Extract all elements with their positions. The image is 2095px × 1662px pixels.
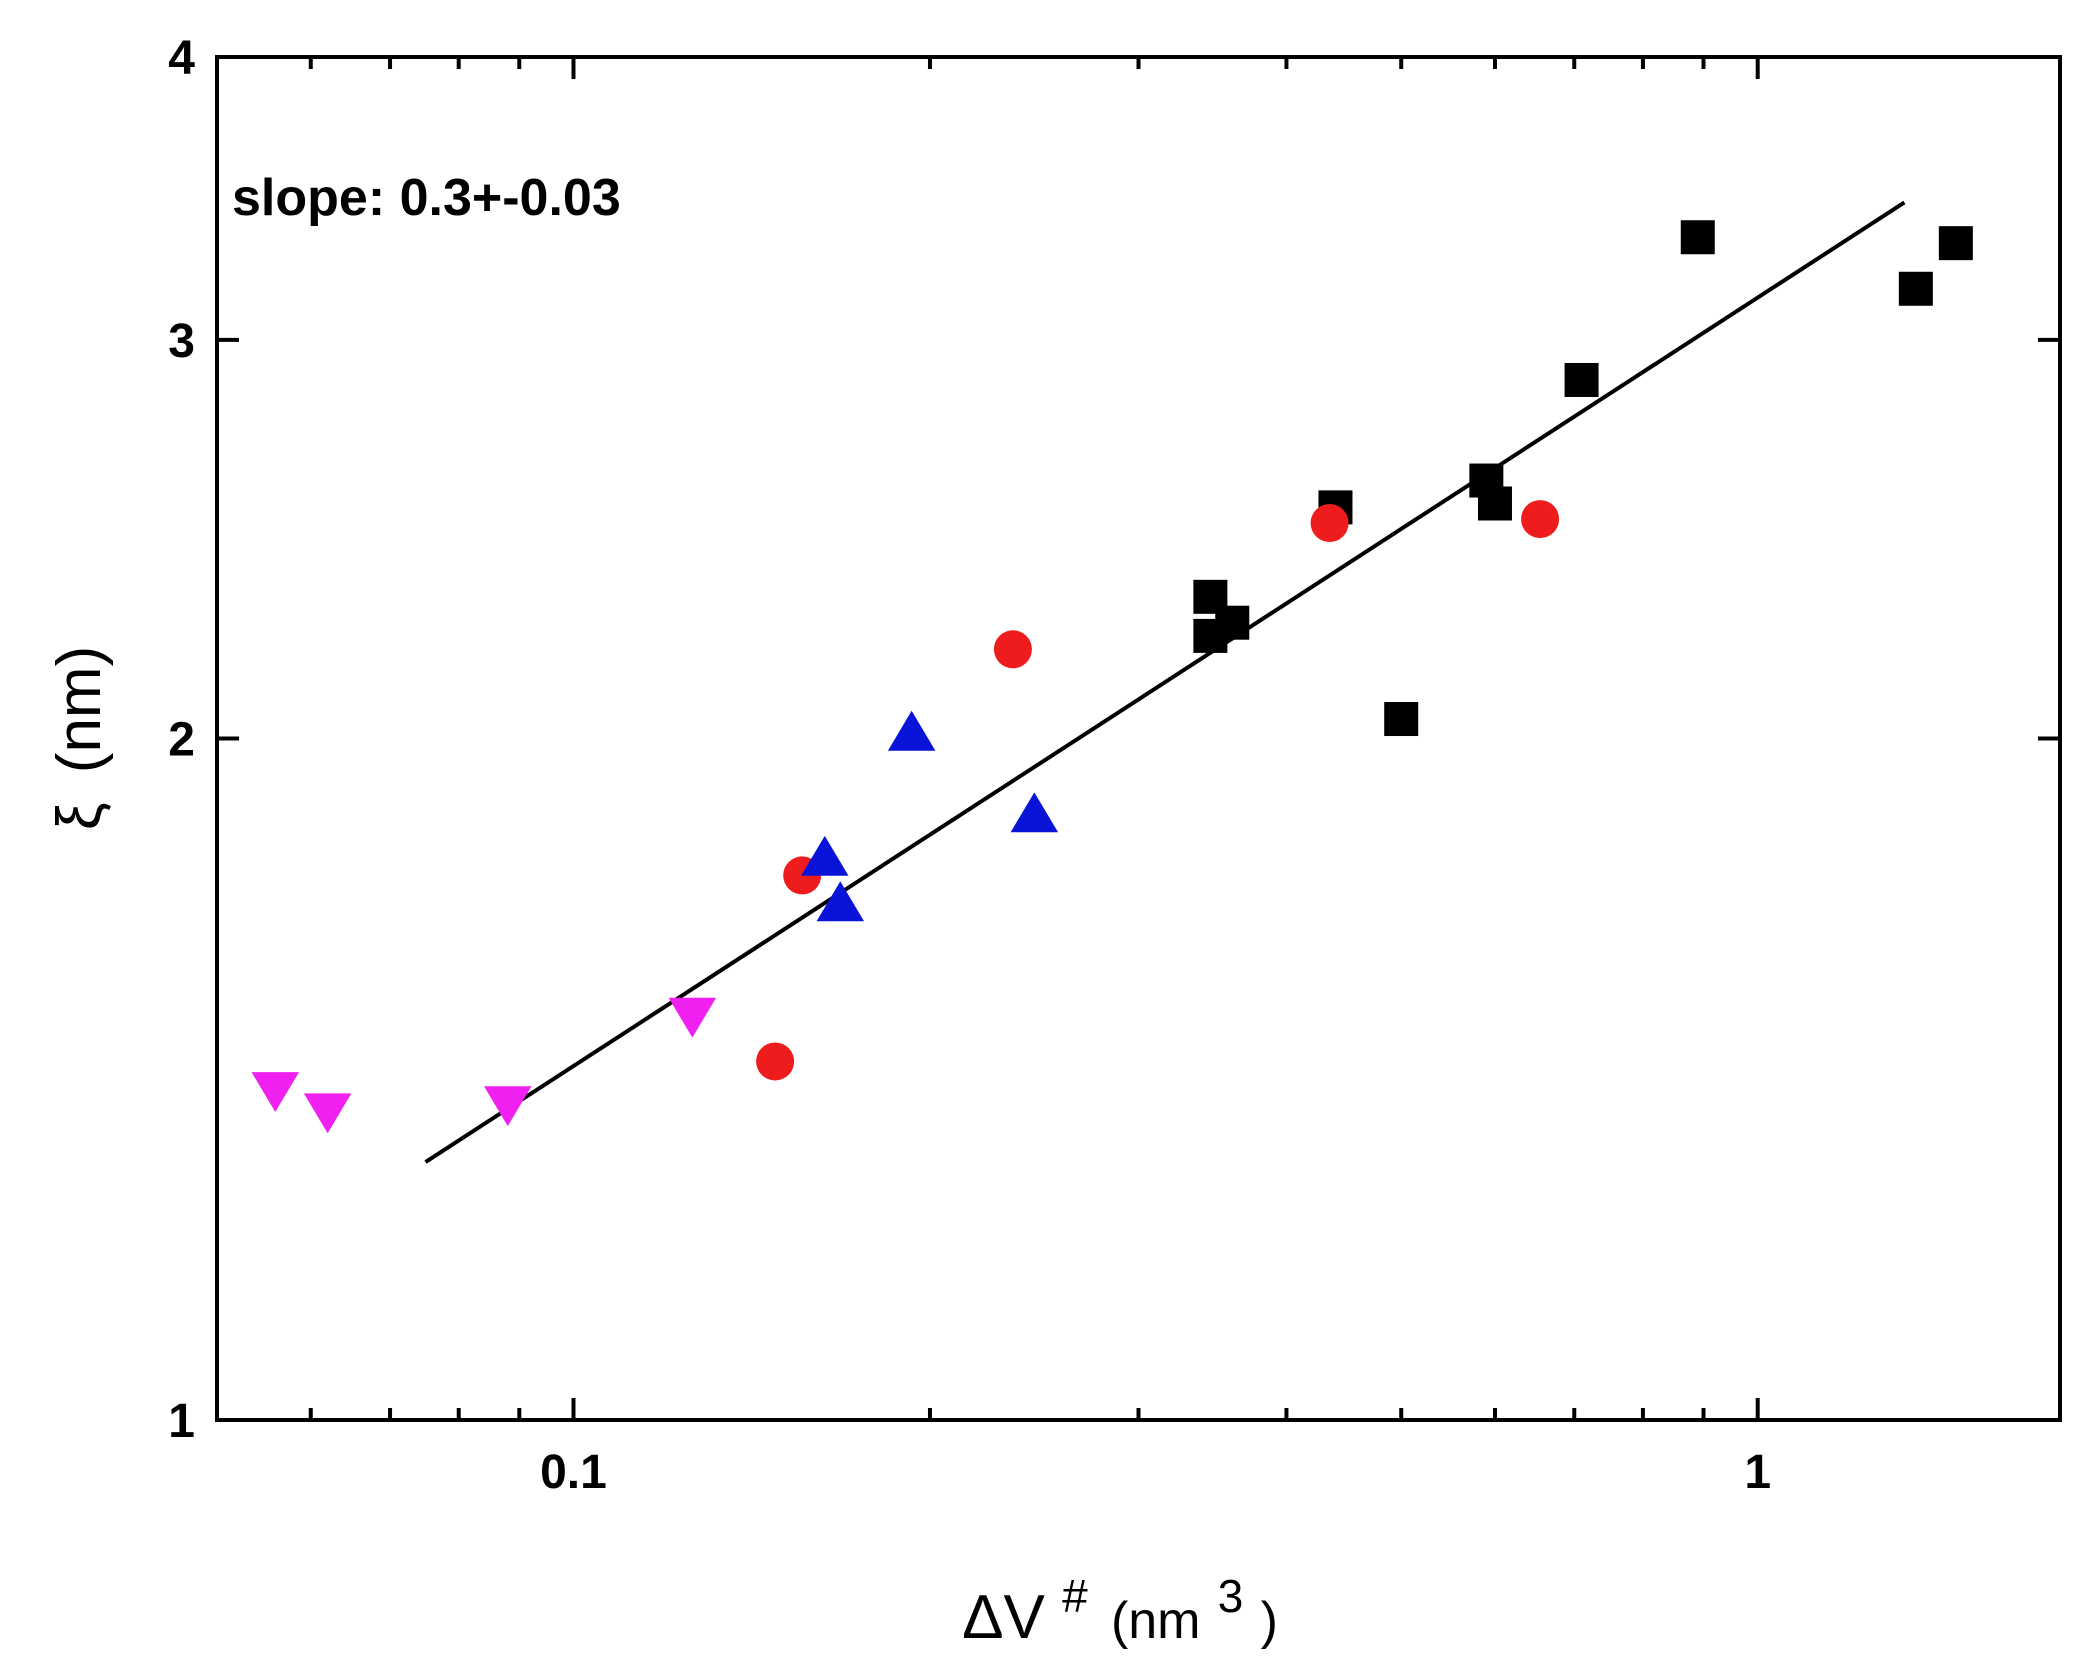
circle-point (756, 1042, 795, 1081)
series-triangle-down (251, 997, 717, 1134)
axis-tick-labels: 0.1 1 1 2 3 4 (168, 32, 1771, 1499)
y-axis-title: ξ (nm) (45, 646, 114, 830)
square-point (1477, 486, 1512, 521)
triangle-down-point (251, 1072, 300, 1112)
circle-point (1310, 504, 1349, 543)
series-triangle-up (801, 710, 1059, 922)
circle-point (1521, 500, 1560, 539)
axis-ticks (215, 55, 2060, 1422)
triangle-up-point (816, 881, 865, 922)
slope-annotation: slope: 0.3+-0.03 (232, 169, 621, 227)
square-point (1680, 220, 1715, 255)
triangle-down-point (303, 1093, 352, 1134)
y-tick-label: 2 (168, 714, 195, 767)
y-axis-title-unit: (nm) (45, 646, 114, 773)
circle-point (993, 630, 1032, 669)
series-circle (756, 500, 1560, 1081)
square-point (1938, 226, 1973, 261)
x-axis-title-unit-close: ) (1261, 1592, 1278, 1650)
y-tick-label: 4 (168, 32, 195, 85)
triangle-down-point (668, 997, 717, 1038)
x-tick-label: 0.1 (540, 1446, 607, 1499)
x-axis-title-sup: # (1062, 1570, 1088, 1622)
square-point (1564, 362, 1599, 397)
triangle-down-point (483, 1086, 532, 1127)
y-axis-title-symbol: ξ (45, 802, 114, 830)
square-point (1898, 271, 1933, 306)
fit-line (424, 200, 1906, 1164)
x-axis-title-unit: (nm (1111, 1592, 1201, 1650)
triangle-up-point (1010, 792, 1059, 833)
x-axis-title: ΔV # (nm 3 ) (962, 1557, 1278, 1652)
series-square (1193, 220, 1973, 737)
data-points (251, 220, 1973, 1134)
x-tick-label: 1 (1744, 1446, 1771, 1499)
y-tick-label: 1 (168, 1395, 195, 1448)
triangle-up-point (801, 835, 849, 876)
fit-line-group (424, 200, 1906, 1164)
triangle-up-point (887, 710, 936, 751)
x-axis-title-unit-sup: 3 (1218, 1570, 1244, 1622)
x-axis-title-main: ΔV (962, 1583, 1045, 1652)
square-point (1215, 605, 1250, 640)
y-tick-label: 3 (168, 315, 195, 368)
plot-frame (215, 55, 2062, 1422)
square-point (1384, 702, 1419, 737)
